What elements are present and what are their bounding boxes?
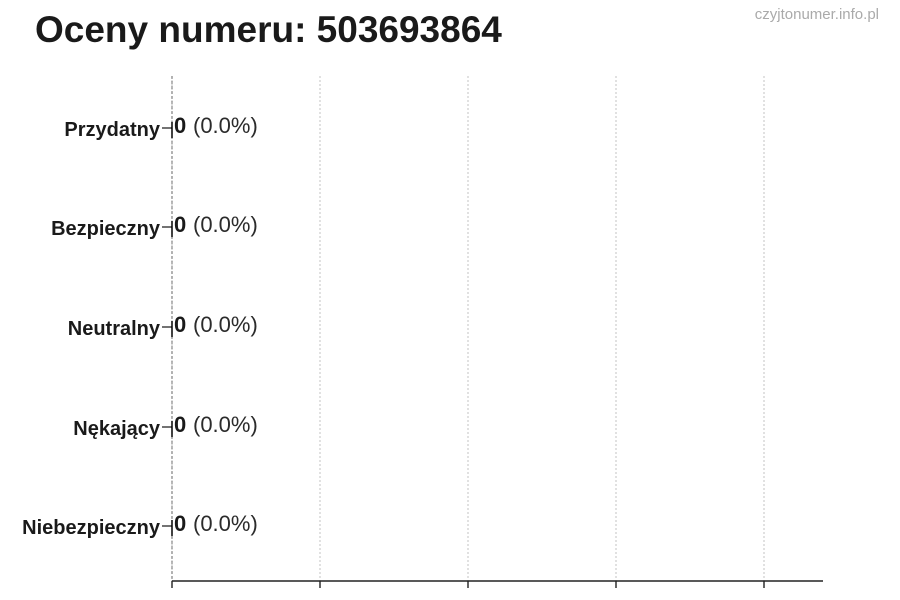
svg-text:Przydatny: Przydatny	[64, 119, 160, 141]
svg-text:(0.0%): (0.0%)	[193, 113, 258, 138]
svg-text:0: 0	[174, 412, 186, 437]
svg-text:0: 0	[174, 212, 186, 237]
svg-text:Neutralny: Neutralny	[68, 318, 161, 340]
svg-text:(0.0%): (0.0%)	[193, 412, 258, 437]
svg-text:(0.0%): (0.0%)	[193, 511, 258, 536]
svg-text:(0.0%): (0.0%)	[193, 312, 258, 337]
svg-text:Nękający: Nękający	[73, 418, 161, 440]
svg-text:0: 0	[174, 312, 186, 337]
svg-text:Bezpieczny: Bezpieczny	[51, 218, 161, 240]
svg-text:0: 0	[174, 113, 186, 138]
svg-text:(0.0%): (0.0%)	[193, 212, 258, 237]
svg-text:Niebezpieczny: Niebezpieczny	[22, 517, 161, 539]
svg-text:0: 0	[174, 511, 186, 536]
